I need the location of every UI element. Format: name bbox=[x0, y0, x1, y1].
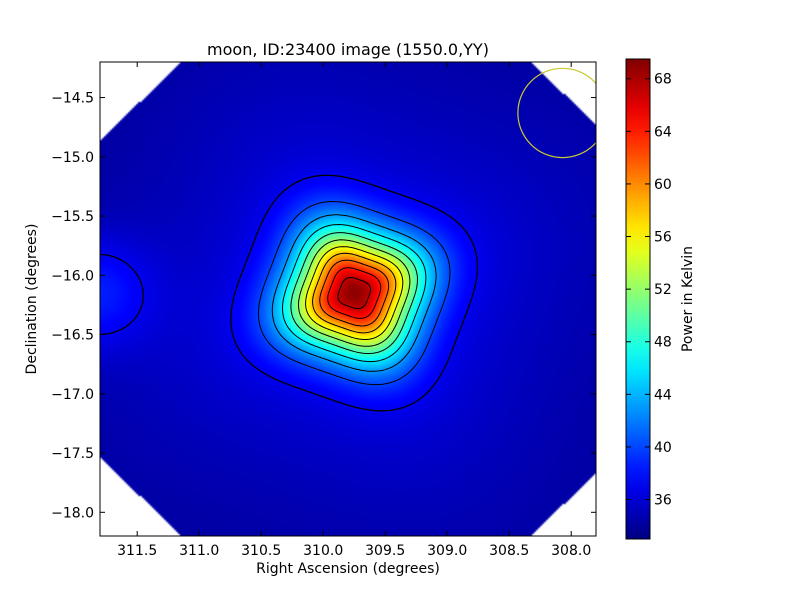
colorbar-gradient bbox=[625, 58, 651, 540]
y-tick-label: −16.5 bbox=[51, 328, 94, 344]
colorbar-tick-label: 56 bbox=[654, 230, 672, 246]
colorbar: 36 40 44 48 52 56 60 64 68 bbox=[625, 58, 672, 540]
contour-line bbox=[257, 201, 451, 386]
colorbar-tick-label: 64 bbox=[654, 124, 672, 140]
y-tick-label: −15.0 bbox=[51, 150, 94, 166]
contour-line bbox=[298, 239, 411, 347]
contour-line bbox=[319, 259, 390, 327]
heatmap-image bbox=[100, 62, 596, 536]
x-tick-label: 310.5 bbox=[241, 543, 281, 559]
contour-line bbox=[290, 232, 418, 354]
x-tick-label: 309.5 bbox=[365, 543, 405, 559]
y-axis-label: Declination (degrees) bbox=[24, 224, 40, 375]
x-tick-label: 310.0 bbox=[303, 543, 343, 559]
x-tick-label: 311.5 bbox=[117, 543, 157, 559]
x-axis-ticks: 311.5 311.0 310.5 310.0 309.5 309.0 308.5 308.0 bbox=[117, 62, 591, 559]
heatmap-raster bbox=[100, 62, 596, 536]
image-panel: 311.5 311.0 310.5 310.0 309.5 309.0 308.5 308.0… bbox=[51, 61, 597, 559]
y-tick-label: −18.0 bbox=[51, 505, 94, 521]
colorbar-tick-label: 52 bbox=[654, 282, 672, 298]
y-axis-ticks: −14.5 −15.0 −15.5 −16.0 −16.5 −17.0 −17.5 −18.0 bbox=[51, 91, 596, 521]
colorbar-tick-label: 60 bbox=[654, 177, 672, 193]
axes-frame bbox=[99, 61, 597, 537]
colorbar-label: Power in Kelvin bbox=[680, 246, 696, 352]
y-tick-label: −16.0 bbox=[51, 268, 94, 284]
x-tick-label: 311.0 bbox=[179, 543, 219, 559]
contour-lines bbox=[100, 174, 479, 412]
y-tick-label: −15.5 bbox=[51, 209, 94, 225]
contour-line bbox=[337, 277, 371, 310]
contour-line bbox=[305, 246, 404, 340]
y-tick-label: −14.5 bbox=[51, 91, 94, 107]
colorbar-tick-label: 68 bbox=[654, 72, 672, 88]
x-tick-label: 308.5 bbox=[489, 543, 529, 559]
y-tick-label: −17.0 bbox=[51, 387, 94, 403]
chart-title: moon, ID:23400 image (1550.0,YY) bbox=[207, 40, 489, 59]
x-tick-label: 308.0 bbox=[551, 543, 591, 559]
x-tick-label: 309.0 bbox=[427, 543, 467, 559]
colorbar-tick-label: 36 bbox=[654, 493, 672, 509]
contour-line bbox=[271, 214, 437, 372]
colorbar-tick-label: 48 bbox=[654, 335, 672, 351]
contour-line bbox=[100, 174, 479, 412]
colorbar-tick-label: 40 bbox=[654, 440, 672, 456]
contour-line bbox=[327, 267, 382, 319]
x-axis-label: Right Ascension (degrees) bbox=[256, 561, 440, 577]
colorbar-ticks: 36 40 44 48 52 56 60 64 68 bbox=[626, 72, 672, 509]
y-tick-label: −17.5 bbox=[51, 446, 94, 462]
contour-line bbox=[282, 224, 427, 363]
colorbar-tick-label: 44 bbox=[654, 387, 672, 403]
contour-line bbox=[312, 252, 397, 334]
beam-circle bbox=[517, 67, 596, 159]
